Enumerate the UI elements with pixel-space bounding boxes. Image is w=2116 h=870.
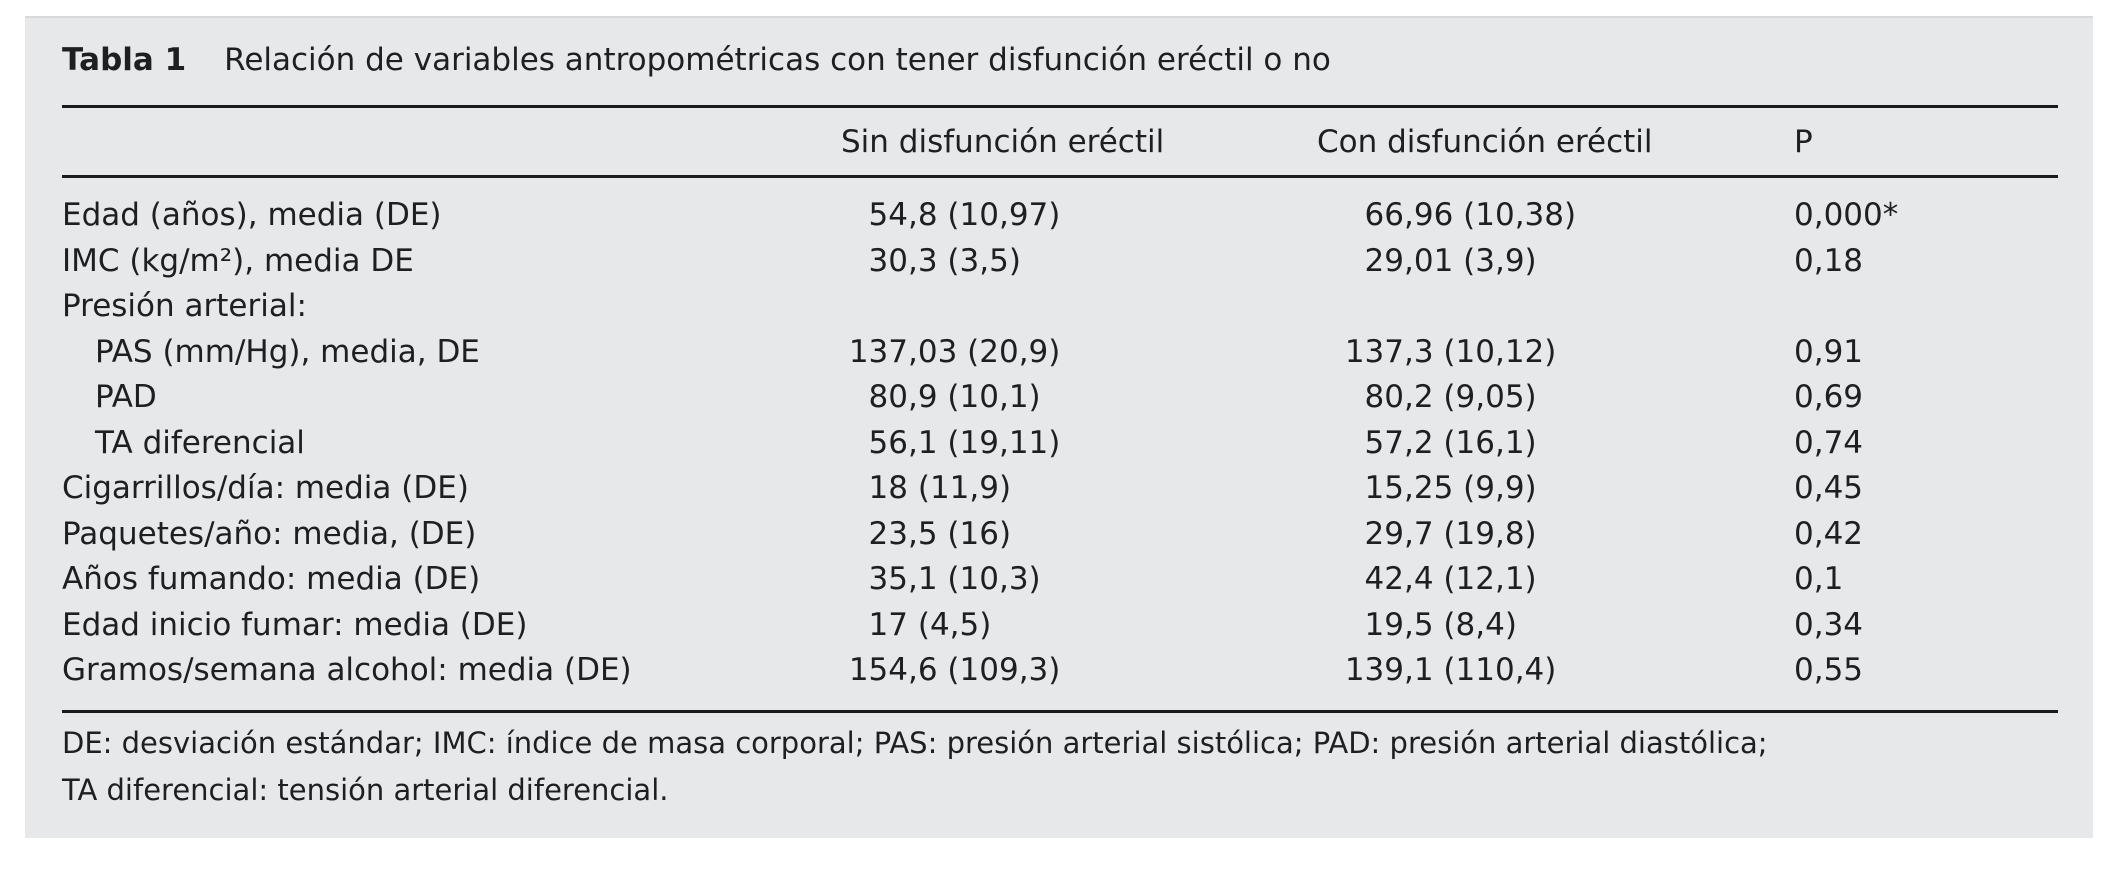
cell-p-value: 0,74 [1794,424,1864,461]
table-inner: Tabla 1 Relación de variables antropométr… [62,18,2058,840]
cell-con-value: 139,1 (110,4) [1344,652,1557,688]
cell-con-value: 29,01 (3,9) [1364,242,1537,279]
table-row: Presión arterial: [62,284,2058,330]
row-label: PAS (mm/Hg), media, DE [95,333,480,370]
header-p: P [1794,123,1813,160]
table-body: Edad (años), media (DE) 54,8 (10,97) 66,… [62,193,2058,694]
table-row: PAD 80,9 (10,1) 80,2 (9,05) 0,69 [62,375,2058,421]
row-label: Cigarrillos/día: media (DE) [62,470,469,506]
cell-sin-value: 17 (4,5) [868,606,992,643]
cell-sin-value: 54,8 (10,97) [868,197,1061,233]
row-label: TA diferencial [95,424,305,461]
table-caption: Tabla 1 Relación de variables antropométr… [62,38,2058,83]
cell-sin-value: 56,1 (19,11) [868,424,1061,461]
cell-con-value: 29,7 (19,8) [1364,515,1537,552]
table-panel: Tabla 1 Relación de variables antropométr… [25,16,2093,838]
cell-con-value: 80,2 (9,05) [1364,379,1537,415]
cell-sin-value: 80,9 (10,1) [868,379,1041,415]
table-row: IMC (kg/m²), media DE 30,3 (3,5) 29,01 (… [62,239,2058,285]
row-label: Edad (años), media (DE) [62,197,442,233]
cell-sin-value [841,284,1317,330]
footnote-line: TA diferencial: tensión arterial diferen… [62,773,669,807]
footnote-line: DE: desviación estándar; IMC: índice de … [62,726,1768,760]
table-row: Paquetes/año: media, (DE) 23,5 (16) 29,7… [62,512,2058,558]
cell-p-value: 0,55 [1794,652,1864,688]
table-footnote: DE: desviación estándar; IMC: índice de … [62,720,2058,814]
cell-p-value: 0,45 [1794,470,1864,506]
cell-p-value: 0,69 [1794,379,1864,415]
rule-mid [62,175,2058,178]
cell-p-value: 0,34 [1794,606,1864,643]
row-label: Paquetes/año: media, (DE) [62,515,477,552]
header-sin-disfuncion: Sin disfunción eréctil [841,123,1165,160]
table-row: Gramos/semana alcohol: media (DE) 154,6 … [62,648,2058,694]
cell-sin-value: 35,1 (10,3) [868,561,1041,597]
rule-bottom [62,710,2058,713]
cell-con-value: 137,3 (10,12) [1344,333,1557,370]
cell-con-value: 57,2 (16,1) [1364,424,1537,461]
table-header-row: Sin disfunción eréctil Con disfunción er… [62,108,2058,175]
cell-sin-value: 154,6 (109,3) [848,652,1061,688]
table-caption-text: Relación de variables antropométricas co… [224,42,1331,78]
table-caption-label: Tabla 1 [62,42,187,78]
row-label: IMC (kg/m²), media DE [62,242,414,279]
row-label: Gramos/semana alcohol: media (DE) [62,652,632,688]
cell-sin-value: 30,3 (3,5) [868,242,1021,279]
table-row: Años fumando: media (DE) 35,1 (10,3) 42,… [62,557,2058,603]
cell-p-value: 0,91 [1794,333,1864,370]
table-row: PAS (mm/Hg), media, DE 137,03 (20,9) 137… [62,330,2058,376]
table-row: Edad (años), media (DE) 54,8 (10,97) 66,… [62,193,2058,239]
cell-sin-value: 18 (11,9) [868,470,1012,506]
header-con-disfuncion: Con disfunción eréctil [1317,123,1653,160]
cell-con-value: 19,5 (8,4) [1364,606,1517,643]
cell-con-value: 15,25 (9,9) [1364,470,1537,506]
row-label: Años fumando: media (DE) [62,561,481,597]
row-label: Presión arterial: [62,288,307,324]
table-row: TA diferencial 56,1 (19,11) 57,2 (16,1) … [62,421,2058,467]
cell-sin-value: 137,03 (20,9) [848,333,1061,370]
row-label: Edad inicio fumar: media (DE) [62,606,528,643]
row-label: PAD [95,379,157,415]
table-row: Cigarrillos/día: media (DE) 18 (11,9) 15… [62,466,2058,512]
cell-con-value [1317,284,1794,330]
cell-p-value: 0,42 [1794,515,1864,552]
cell-p-value [1794,284,2058,330]
rule-top [62,105,2058,108]
cell-con-value: 66,96 (10,38) [1364,197,1577,233]
cell-p-value: 0,18 [1794,242,1864,279]
cell-con-value: 42,4 (12,1) [1364,561,1537,597]
cell-p-value: 0,000* [1794,197,1899,233]
cell-p-value: 0,1 [1794,561,1844,597]
cell-sin-value: 23,5 (16) [868,515,1012,552]
table-row: Edad inicio fumar: media (DE) 17 (4,5) 1… [62,603,2058,649]
